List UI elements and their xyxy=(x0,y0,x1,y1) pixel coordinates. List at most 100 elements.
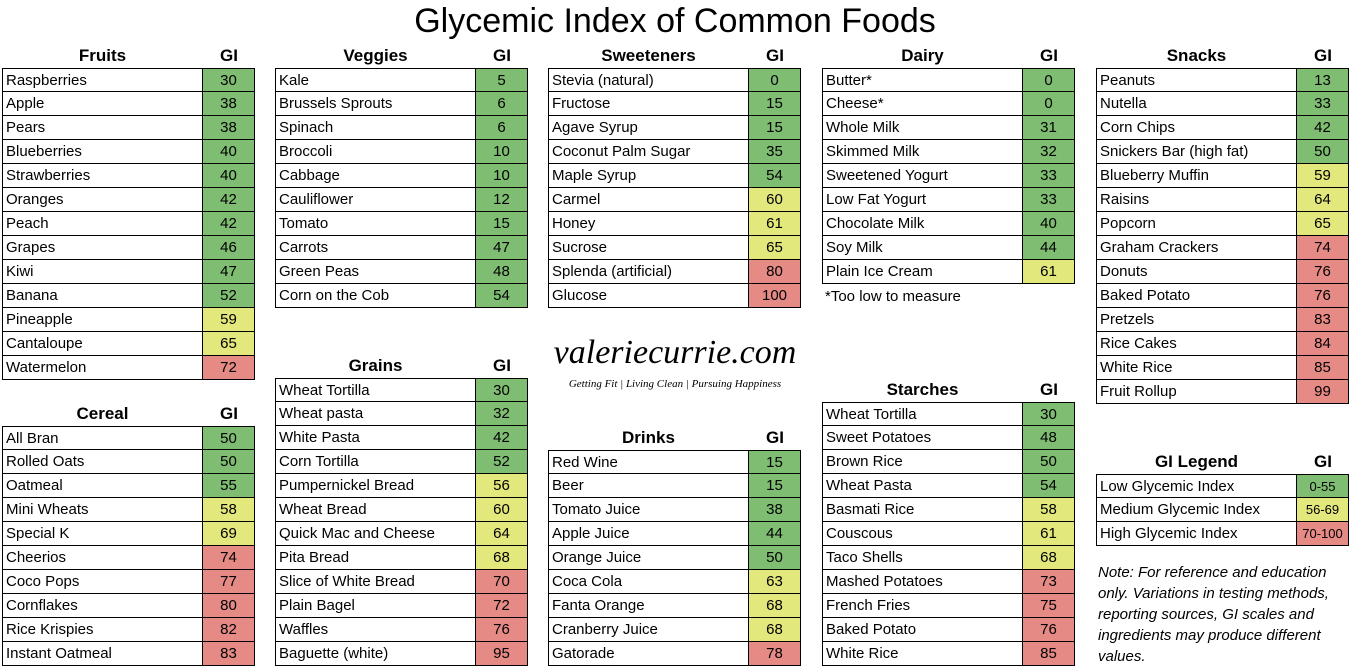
legend-range: 70-100 xyxy=(1297,522,1348,545)
food-name: Rice Krispies xyxy=(3,618,203,641)
food-name: Grapes xyxy=(3,236,203,259)
gi-value: 61 xyxy=(1023,260,1074,283)
food-name: Raisins xyxy=(1097,188,1297,211)
gi-heading: GI xyxy=(766,428,784,447)
food-row: Maple Syrup 54 xyxy=(548,164,801,188)
legend-row: Low Glycemic Index 0-55 xyxy=(1096,474,1349,498)
food-name: Mashed Potatoes xyxy=(823,570,1023,593)
food-row: Green Peas 48 xyxy=(275,260,528,284)
food-table: Fruits GI Raspberries 30 Apple 38 Pears 38 Blueb… xyxy=(2,44,255,380)
food-row: Pita Bread 68 xyxy=(275,546,528,570)
food-name: Cheese* xyxy=(823,92,1023,115)
gi-value: 84 xyxy=(1297,332,1348,355)
gi-value: 30 xyxy=(476,379,527,401)
food-row: Blueberries 40 xyxy=(2,140,255,164)
food-row: Mini Wheats 58 xyxy=(2,498,255,522)
food-row: Apple Juice 44 xyxy=(548,522,801,546)
gi-value: 77 xyxy=(203,570,254,593)
table-header: Sweeteners GI xyxy=(548,44,801,68)
food-row: Slice of White Bread 70 xyxy=(275,570,528,594)
food-row: Rice Krispies 82 xyxy=(2,618,255,642)
gi-value: 42 xyxy=(476,426,527,449)
food-row: Plain Bagel 72 xyxy=(275,594,528,618)
food-name: French Fries xyxy=(823,594,1023,617)
table-header: Grains GI xyxy=(275,354,528,378)
gi-heading: GI xyxy=(220,46,238,65)
gi-value: 0 xyxy=(1023,92,1074,115)
food-name: Cheerios xyxy=(3,546,203,569)
gi-value: 78 xyxy=(749,642,800,665)
food-row: Special K 69 xyxy=(2,522,255,546)
food-name: Mini Wheats xyxy=(3,498,203,521)
food-name: Pita Bread xyxy=(276,546,476,569)
food-row: Popcorn 65 xyxy=(1096,212,1349,236)
food-name: Coco Pops xyxy=(3,570,203,593)
food-row: Cranberry Juice 68 xyxy=(548,618,801,642)
gi-value: 56 xyxy=(476,474,527,497)
food-row: Instant Oatmeal 83 xyxy=(2,642,255,666)
food-row: Mashed Potatoes 73 xyxy=(822,570,1075,594)
food-row: Oranges 42 xyxy=(2,188,255,212)
food-name: Tomato Juice xyxy=(549,498,749,521)
food-name: Basmati Rice xyxy=(823,498,1023,521)
gi-value: 5 xyxy=(476,69,527,91)
gi-value: 50 xyxy=(203,450,254,473)
food-row: Corn Chips 42 xyxy=(1096,116,1349,140)
gi-value: 40 xyxy=(203,164,254,187)
category-heading: Veggies xyxy=(343,46,408,65)
table-header: Dairy GI xyxy=(822,44,1075,68)
food-name: Cauliflower xyxy=(276,188,476,211)
food-row: Agave Syrup 15 xyxy=(548,116,801,140)
gi-value: 99 xyxy=(1297,380,1348,403)
gi-value: 52 xyxy=(203,284,254,307)
gi-value: 85 xyxy=(1297,356,1348,379)
food-name: Kiwi xyxy=(3,260,203,283)
table-note: *Too low to measure xyxy=(825,288,961,305)
gi-value: 65 xyxy=(749,236,800,259)
food-name: Nutella xyxy=(1097,92,1297,115)
food-name: Watermelon xyxy=(3,356,203,379)
tagline: Getting Fit | Living Clean | Pursuing Ha… xyxy=(568,378,782,390)
gi-value: 68 xyxy=(749,618,800,641)
food-row: Raspberries 30 xyxy=(2,68,255,92)
gi-value: 95 xyxy=(476,642,527,665)
food-name: Sweetened Yogurt xyxy=(823,164,1023,187)
food-row: Pears 38 xyxy=(2,116,255,140)
category-heading: Dairy xyxy=(901,46,944,65)
food-name: Raspberries xyxy=(3,69,203,91)
food-name: Red Wine xyxy=(549,451,749,473)
gi-value: 63 xyxy=(749,570,800,593)
food-name: Wheat Bread xyxy=(276,498,476,521)
food-row: Gatorade 78 xyxy=(548,642,801,666)
food-name: Couscous xyxy=(823,522,1023,545)
food-row: Spinach 6 xyxy=(275,116,528,140)
food-name: Quick Mac and Cheese xyxy=(276,522,476,545)
food-row: Beer 15 xyxy=(548,474,801,498)
food-name: Peach xyxy=(3,212,203,235)
food-row: Waffles 76 xyxy=(275,618,528,642)
category-heading: Drinks xyxy=(622,428,675,447)
gi-value: 54 xyxy=(476,284,527,307)
gi-value: 48 xyxy=(1023,426,1074,449)
food-row: French Fries 75 xyxy=(822,594,1075,618)
legend-row: Medium Glycemic Index 56-69 xyxy=(1096,498,1349,522)
food-name: Carmel xyxy=(549,188,749,211)
gi-heading: GI xyxy=(1314,452,1332,471)
gi-value: 38 xyxy=(203,116,254,139)
food-name: Brown Rice xyxy=(823,450,1023,473)
food-row: White Pasta 42 xyxy=(275,426,528,450)
gi-value: 48 xyxy=(476,260,527,283)
food-row: Cantaloupe 65 xyxy=(2,332,255,356)
gi-value: 83 xyxy=(1297,308,1348,331)
food-row: Rice Cakes 84 xyxy=(1096,332,1349,356)
gi-value: 0 xyxy=(1023,69,1074,91)
food-name: Corn on the Cob xyxy=(276,284,476,307)
gi-value: 60 xyxy=(749,188,800,211)
food-name: Carrots xyxy=(276,236,476,259)
food-row: Tomato 15 xyxy=(275,212,528,236)
gi-value: 47 xyxy=(476,236,527,259)
food-name: Pineapple xyxy=(3,308,203,331)
food-name: Baguette (white) xyxy=(276,642,476,665)
food-row: Banana 52 xyxy=(2,284,255,308)
table-header: Veggies GI xyxy=(275,44,528,68)
